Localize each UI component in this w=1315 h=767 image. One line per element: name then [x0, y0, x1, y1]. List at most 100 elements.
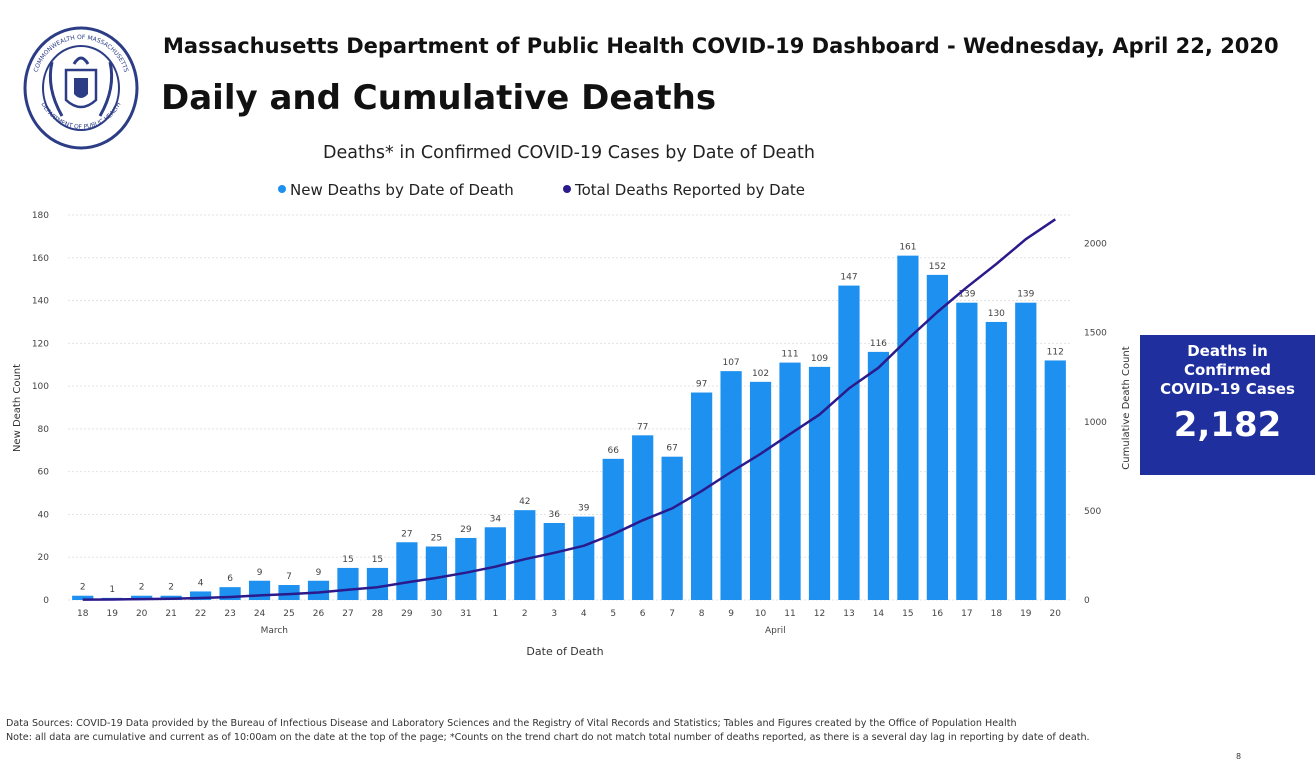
x-tick-label: 20	[136, 609, 148, 619]
bar-value-label: 9	[316, 568, 322, 578]
x-tick-label: 11	[784, 609, 795, 619]
bar	[484, 527, 506, 600]
x-tick-label: 12	[814, 609, 825, 619]
x-tick-label: 15	[902, 609, 913, 619]
bar	[278, 585, 300, 600]
x-tick-label: 10	[755, 609, 767, 619]
x-tick-label: 14	[873, 609, 885, 619]
bar	[425, 546, 447, 600]
x-tick-label: 6	[640, 609, 646, 619]
x-month-label: March	[261, 626, 288, 636]
bar-value-label: 27	[401, 529, 412, 539]
x-tick-label: 19	[106, 609, 118, 619]
deaths-combo-chart: Deaths* in Confirmed COVID-19 Cases by D…	[12, 143, 1130, 658]
bar	[985, 321, 1007, 600]
bar	[573, 516, 595, 600]
bar-value-label: 147	[840, 273, 857, 283]
bar-value-label: 15	[372, 555, 383, 565]
bar-series-new-deaths	[72, 255, 1066, 600]
dashboard-header-line: Massachusetts Department of Public Healt…	[163, 34, 1279, 58]
bar-value-label: 130	[988, 309, 1005, 319]
bar-value-label: 34	[490, 514, 502, 524]
x-tick-label: 13	[843, 609, 854, 619]
bar-value-label: 2	[80, 583, 86, 593]
footnote: Data Sources: COVID-19 Data provided by …	[6, 717, 1311, 745]
bar	[307, 580, 330, 600]
bar	[190, 591, 212, 600]
x-tick-label: 20	[1050, 609, 1062, 619]
bar-value-label: 112	[1047, 347, 1064, 357]
x-tick-label: 24	[254, 609, 266, 619]
bar-value-label: 25	[431, 534, 442, 544]
bar	[779, 362, 801, 600]
x-tick-label: 30	[431, 609, 443, 619]
bar	[1015, 302, 1037, 600]
bar	[926, 274, 948, 600]
legend-marker-total-deaths	[563, 185, 571, 193]
page-number: 8	[1236, 752, 1242, 761]
bar-value-label: 7	[286, 572, 292, 582]
bar-value-label: 109	[811, 354, 828, 364]
bar-value-label: 39	[578, 504, 590, 514]
y-tick-label: 120	[32, 339, 49, 349]
y-tick-label: 80	[38, 425, 50, 435]
bar	[1044, 360, 1066, 600]
bar-value-label: 161	[899, 243, 916, 253]
bar	[661, 456, 683, 600]
x-tick-label: 5	[610, 609, 616, 619]
legend-label-total-deaths: Total Deaths Reported by Date	[574, 181, 805, 199]
bar	[632, 435, 654, 600]
bar-value-label: 139	[958, 290, 975, 300]
bar-value-label: 97	[696, 380, 707, 390]
bar	[248, 580, 271, 600]
bar-value-label: 116	[870, 339, 887, 349]
y-tick-label: 160	[32, 254, 49, 264]
y2-tick-label: 1000	[1084, 418, 1107, 428]
x-tick-label: 29	[401, 609, 413, 619]
x-tick-label: 27	[342, 609, 353, 619]
right-y-axis: 0 500 1000 1500 2000	[1084, 240, 1107, 606]
bar	[867, 351, 890, 600]
bar	[808, 366, 831, 600]
y2-tick-label: 500	[1084, 507, 1101, 517]
line-series-total-deaths	[82, 218, 1056, 601]
chart-title: Deaths* in Confirmed COVID-19 Cases by D…	[323, 143, 815, 163]
x-tick-label: 7	[669, 609, 675, 619]
bar-value-label: 2	[168, 583, 174, 593]
x-tick-label: 18	[991, 609, 1003, 619]
bar	[720, 371, 742, 600]
bar-value-label: 15	[342, 555, 353, 565]
kpi-value: 2,182	[1173, 405, 1282, 445]
y-tick-label: 180	[32, 211, 49, 221]
bar-value-label: 67	[666, 444, 677, 454]
bar-value-label: 139	[1017, 290, 1034, 300]
legend-marker-new-deaths	[278, 185, 286, 193]
chart-legend: New Deaths by Date of Death Total Deaths…	[278, 181, 805, 199]
x-tick-label: 21	[165, 609, 176, 619]
x-tick-label: 23	[224, 609, 235, 619]
bar-value-label: 6	[227, 574, 233, 584]
y-tick-label: 60	[38, 468, 50, 478]
bar	[691, 392, 713, 600]
bar	[72, 595, 94, 600]
x-tick-label: 8	[699, 609, 705, 619]
x-tick-label: 2	[522, 609, 528, 619]
bar-value-label: 152	[929, 262, 946, 272]
kpi-label: Deaths in Confirmed COVID-19 Cases	[1160, 342, 1295, 398]
x-tick-label: 18	[77, 609, 89, 619]
data-sources-note: Data Sources: COVID-19 Data provided by …	[6, 718, 1017, 729]
x-tick-label: 16	[932, 609, 944, 619]
state-seal-logo: COMMONWEALTH OF MASSACHUSETTS DEPARTMENT…	[23, 26, 139, 150]
bar-value-label: 107	[722, 358, 739, 368]
x-tick-label: 26	[313, 609, 325, 619]
y2-tick-label: 0	[1084, 596, 1090, 606]
y-tick-label: 0	[43, 596, 49, 606]
bar	[749, 381, 772, 600]
deaths-kpi-card: Deaths in Confirmed COVID-19 Cases 2,182	[1140, 335, 1315, 475]
x-tick-label: 31	[460, 609, 471, 619]
bar-value-label: 29	[460, 525, 472, 535]
y-tick-label: 100	[32, 382, 49, 392]
bar	[366, 567, 389, 600]
y2-tick-label: 2000	[1084, 240, 1107, 250]
left-y-axis: 0 20 40 60 80 100 120 140 160 180	[32, 211, 49, 606]
